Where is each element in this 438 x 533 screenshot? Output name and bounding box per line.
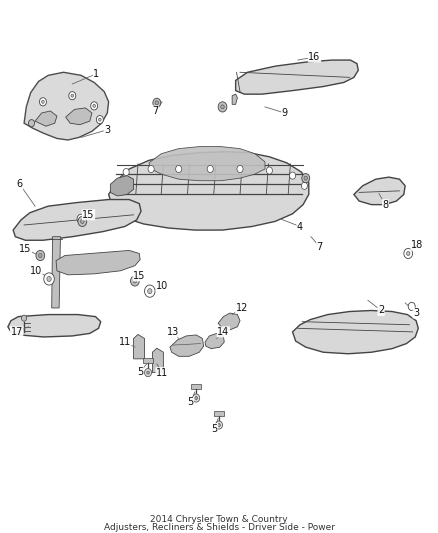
Circle shape	[207, 165, 213, 173]
Text: 17: 17	[11, 327, 23, 337]
Text: 8: 8	[382, 200, 389, 209]
Text: 5: 5	[212, 424, 218, 433]
Circle shape	[304, 176, 307, 180]
Polygon shape	[110, 175, 134, 196]
Text: 1: 1	[93, 69, 99, 79]
Circle shape	[133, 279, 137, 283]
Circle shape	[39, 98, 46, 106]
Polygon shape	[35, 111, 57, 126]
Circle shape	[39, 254, 42, 257]
Polygon shape	[232, 94, 237, 104]
Polygon shape	[170, 335, 204, 356]
Circle shape	[131, 276, 139, 286]
Polygon shape	[214, 411, 224, 416]
Circle shape	[28, 119, 35, 127]
Circle shape	[302, 174, 310, 183]
Circle shape	[47, 277, 51, 281]
Text: 2014 Chrysler Town & Country: 2014 Chrysler Town & Country	[150, 515, 288, 524]
Text: 12: 12	[236, 303, 248, 313]
Text: 18: 18	[411, 240, 423, 251]
Polygon shape	[236, 60, 358, 94]
Text: 11: 11	[119, 337, 131, 347]
Polygon shape	[134, 334, 145, 359]
Text: 5: 5	[137, 367, 143, 377]
Circle shape	[406, 252, 410, 255]
Text: 14: 14	[217, 327, 230, 337]
Circle shape	[77, 214, 85, 223]
Circle shape	[218, 102, 227, 112]
Circle shape	[148, 288, 152, 294]
Polygon shape	[24, 72, 109, 140]
Circle shape	[290, 172, 296, 179]
Text: 3: 3	[413, 308, 419, 318]
Circle shape	[93, 104, 95, 108]
Text: 2: 2	[378, 305, 384, 316]
Polygon shape	[293, 311, 418, 354]
Circle shape	[195, 397, 198, 400]
Circle shape	[42, 100, 44, 103]
Circle shape	[193, 394, 200, 402]
Text: 9: 9	[282, 108, 288, 118]
Polygon shape	[218, 313, 240, 330]
Circle shape	[215, 421, 223, 429]
Circle shape	[71, 94, 74, 97]
Circle shape	[96, 116, 103, 124]
Circle shape	[176, 165, 182, 173]
Text: Adjusters, Recliners & Shields - Driver Side - Power: Adjusters, Recliners & Shields - Driver …	[103, 523, 335, 532]
Text: 7: 7	[317, 242, 323, 252]
Circle shape	[123, 168, 129, 175]
Text: 4: 4	[297, 222, 303, 231]
Circle shape	[153, 98, 161, 108]
Polygon shape	[52, 237, 60, 308]
Polygon shape	[8, 314, 101, 337]
Polygon shape	[205, 334, 224, 349]
Circle shape	[301, 182, 307, 189]
Polygon shape	[66, 108, 92, 125]
Circle shape	[81, 220, 84, 223]
Polygon shape	[354, 177, 405, 205]
Circle shape	[69, 92, 76, 100]
Circle shape	[36, 251, 45, 261]
Polygon shape	[191, 384, 201, 389]
Circle shape	[44, 273, 54, 285]
Circle shape	[21, 315, 27, 321]
Text: 15: 15	[82, 210, 95, 220]
Circle shape	[408, 302, 415, 311]
Polygon shape	[149, 147, 265, 181]
Circle shape	[148, 165, 154, 173]
Circle shape	[221, 105, 224, 109]
Polygon shape	[56, 251, 140, 275]
Text: 7: 7	[152, 106, 159, 116]
Circle shape	[155, 101, 159, 105]
Text: 10: 10	[156, 281, 168, 291]
Circle shape	[145, 368, 152, 377]
Circle shape	[91, 102, 98, 110]
Polygon shape	[13, 199, 141, 240]
Polygon shape	[143, 358, 153, 364]
Text: 11: 11	[156, 368, 168, 377]
Text: 16: 16	[308, 52, 321, 62]
Text: 15: 15	[19, 245, 32, 254]
Circle shape	[404, 248, 413, 259]
Circle shape	[99, 118, 101, 121]
Text: 6: 6	[17, 179, 23, 189]
Circle shape	[266, 167, 272, 174]
Text: 13: 13	[167, 327, 179, 337]
Circle shape	[237, 165, 243, 173]
Circle shape	[147, 371, 149, 374]
Text: 5: 5	[187, 397, 194, 407]
Polygon shape	[109, 152, 309, 230]
Circle shape	[218, 424, 220, 426]
Circle shape	[145, 285, 155, 297]
Text: 3: 3	[104, 125, 110, 135]
Text: 10: 10	[30, 266, 42, 276]
Text: 15: 15	[133, 271, 145, 281]
Polygon shape	[152, 348, 163, 373]
Circle shape	[78, 216, 87, 227]
